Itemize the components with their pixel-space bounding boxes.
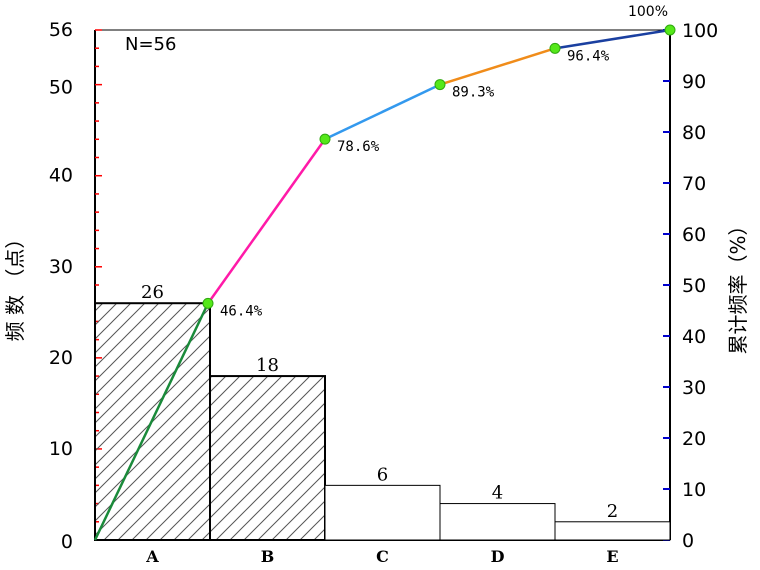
bar-E [554,521,671,541]
right-tick-label: 90 [682,71,706,93]
category-label: E [606,547,618,566]
cumulative-point [434,79,446,91]
cumulative-label: 96.4% [567,48,610,64]
right-tick-label: 80 [682,122,706,144]
category-label: C [376,547,389,566]
left-tick-label: 40 [49,165,73,187]
bar-D [439,503,556,541]
cumulative-label: 89.3% [452,85,495,101]
right-tick-label: 30 [682,377,706,399]
cumulative-point [319,133,331,145]
right-tick-label: 20 [682,428,706,450]
cumulative-line-segment [324,83,441,141]
bar-B [209,375,326,542]
right-tick-label: 100 [682,20,718,42]
right-tick-label: 40 [682,326,706,348]
cumulative-point [202,297,214,309]
left-tick-label: 56 [49,19,73,41]
category-label: A [145,547,159,566]
cumulative-line-segment [554,28,671,50]
category-label: D [491,547,505,566]
left-tick-label: 20 [49,347,73,369]
cumulative-point [664,24,676,36]
bar-value-label: 18 [256,355,279,376]
category-label: B [261,547,275,566]
left-tick-label: 50 [49,77,73,99]
bar-value-label: 26 [141,282,164,303]
right-axis-title: 累计频率（%） [726,215,750,354]
right-tick-label: 50 [682,275,706,297]
cumulative-line-segment [206,138,327,305]
cumulative-line-segment [93,302,210,541]
cumulative-label: 78.6% [337,139,380,155]
right-tick-label: 60 [682,224,706,246]
bar-value-label: 4 [492,483,503,504]
sample-size-annotation: N=56 [125,34,176,55]
right-tick-label: 10 [682,479,706,501]
bar-C [324,484,441,541]
bar-value-label: 6 [377,464,388,485]
cumulative-label: 100% [628,4,668,20]
right-tick-label: 0 [682,530,694,552]
cumulative-label: 46.4% [220,303,263,319]
left-tick-label: 10 [49,438,73,460]
left-axis-title: 频 数 （点） [3,229,27,342]
cumulative-line-segment [439,47,556,86]
left-tick-label: 30 [49,256,73,278]
bar-value-label: 2 [607,501,618,522]
left-tick-label: 0 [61,531,73,553]
cumulative-point [549,42,561,54]
right-tick-label: 70 [682,173,706,195]
